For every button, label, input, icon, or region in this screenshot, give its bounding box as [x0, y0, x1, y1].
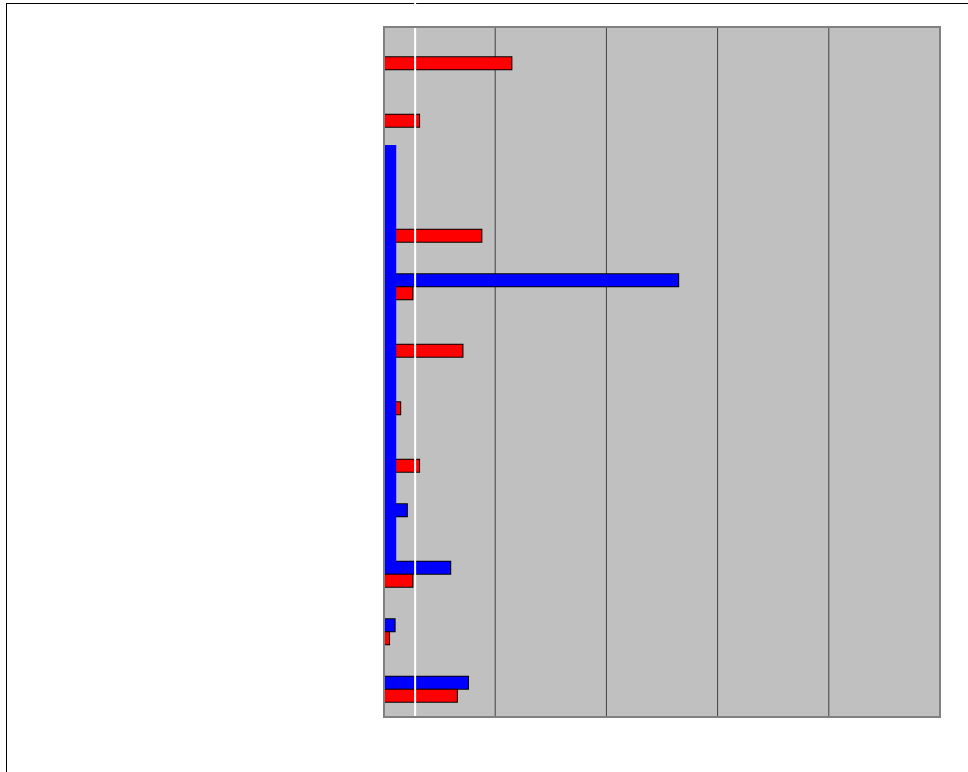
plot-area [384, 27, 940, 717]
window-frame [6, 3, 968, 772]
overlay-bar [384, 145, 397, 574]
bar-blue-12 [383, 675, 470, 690]
bar-red-1 [383, 56, 513, 71]
bar-red-10 [383, 573, 414, 588]
bar-red-12 [383, 688, 458, 703]
bar-red-4 [383, 228, 483, 243]
bar-blue-11 [383, 618, 396, 633]
bar-blue-5 [383, 273, 680, 288]
